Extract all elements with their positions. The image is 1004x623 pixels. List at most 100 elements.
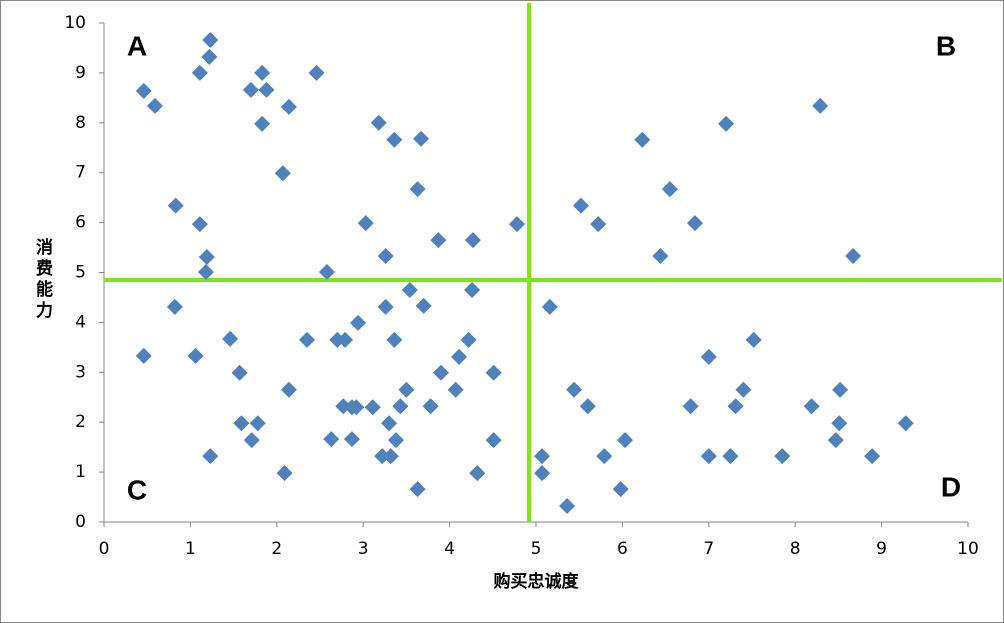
data-point xyxy=(254,64,271,81)
data-point xyxy=(413,130,430,147)
data-point xyxy=(464,232,481,249)
y-tick-label: 7 xyxy=(75,163,86,183)
x-tick-label: 2 xyxy=(271,539,282,559)
y-tick-label: 9 xyxy=(75,63,86,83)
data-point xyxy=(409,481,426,498)
data-point xyxy=(897,415,914,432)
x-tick-label: 1 xyxy=(185,539,196,559)
data-point xyxy=(135,347,152,364)
data-point xyxy=(612,481,629,498)
x-tick-label: 9 xyxy=(876,539,887,559)
data-point xyxy=(254,115,271,132)
data-point xyxy=(370,114,387,131)
data-point xyxy=(460,331,477,348)
data-point xyxy=(374,448,391,465)
data-point xyxy=(661,181,678,198)
y-tick-label: 5 xyxy=(75,263,86,283)
data-point xyxy=(222,330,239,347)
y-tick-label: 3 xyxy=(75,362,86,382)
quadrant-label: D xyxy=(941,471,961,502)
data-point xyxy=(401,281,418,298)
data-point xyxy=(415,297,432,314)
data-point xyxy=(318,264,335,281)
data-point xyxy=(596,448,613,465)
data-point xyxy=(198,249,215,266)
x-tick-label: 6 xyxy=(617,539,628,559)
data-point xyxy=(191,216,208,233)
data-point xyxy=(231,364,248,381)
data-point xyxy=(812,97,829,114)
data-point xyxy=(534,465,551,482)
data-point xyxy=(135,82,152,99)
data-point xyxy=(377,248,394,265)
data-point xyxy=(386,131,403,148)
data-point xyxy=(280,381,297,398)
data-point xyxy=(381,415,398,432)
data-point xyxy=(831,415,848,432)
data-point xyxy=(430,232,447,249)
x-tick-label: 7 xyxy=(703,539,714,559)
data-point xyxy=(299,331,316,348)
data-point xyxy=(377,298,394,315)
data-point xyxy=(350,314,367,331)
data-point xyxy=(357,215,374,232)
data-point xyxy=(469,465,486,482)
data-point xyxy=(682,398,699,415)
data-point xyxy=(280,98,297,115)
x-tick-label: 8 xyxy=(790,539,801,559)
data-point xyxy=(566,381,583,398)
data-point xyxy=(634,131,651,148)
data-point xyxy=(276,465,293,482)
data-point xyxy=(572,197,589,214)
data-point xyxy=(700,348,717,365)
data-point xyxy=(243,432,260,449)
data-point xyxy=(590,216,607,233)
data-point xyxy=(827,432,844,449)
data-point xyxy=(485,432,502,449)
data-point xyxy=(832,381,849,398)
y-tick-label: 4 xyxy=(75,312,86,332)
y-axis-title: 消费能力 xyxy=(32,237,53,322)
x-tick-label: 5 xyxy=(531,539,542,559)
data-point xyxy=(197,264,214,281)
data-point xyxy=(559,498,576,515)
data-point xyxy=(845,248,862,265)
data-point xyxy=(348,399,365,416)
data-point xyxy=(202,448,219,465)
data-point xyxy=(398,381,415,398)
data-point xyxy=(745,331,762,348)
data-point xyxy=(202,31,219,48)
y-tick-label: 2 xyxy=(75,412,86,432)
data-point xyxy=(167,197,184,214)
y-tick-label: 1 xyxy=(75,462,86,482)
data-point xyxy=(686,215,703,232)
y-tick-label: 6 xyxy=(75,213,86,233)
data-point xyxy=(508,216,525,233)
data-point xyxy=(191,64,208,81)
data-point xyxy=(700,448,717,465)
data-point xyxy=(201,48,218,65)
data-point xyxy=(616,432,633,449)
y-tick-label: 0 xyxy=(75,512,86,532)
data-point xyxy=(382,448,399,465)
data-point xyxy=(735,381,752,398)
quadrant-label: B xyxy=(936,30,956,61)
data-point xyxy=(464,281,481,298)
y-tick-label: 8 xyxy=(75,113,86,133)
data-point xyxy=(392,398,409,415)
data-point xyxy=(409,181,426,198)
data-point xyxy=(249,415,266,432)
data-point xyxy=(258,81,275,98)
data-point xyxy=(187,347,204,364)
quadrant-label: A xyxy=(127,30,147,61)
data-point xyxy=(774,448,791,465)
data-point xyxy=(727,398,744,415)
data-point xyxy=(337,331,354,348)
x-tick-label: 3 xyxy=(358,539,369,559)
x-tick-label: 0 xyxy=(99,539,110,559)
data-point xyxy=(432,364,449,381)
data-point xyxy=(485,364,502,381)
data-point xyxy=(166,298,183,315)
